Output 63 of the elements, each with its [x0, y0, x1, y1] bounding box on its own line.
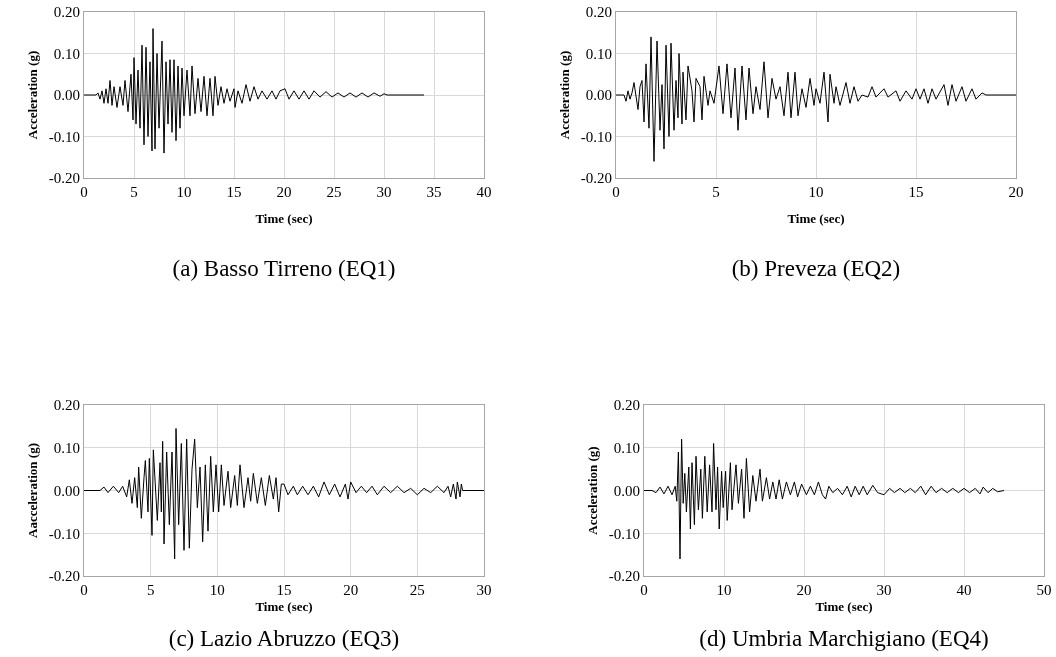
y-tick-label: 0.00	[613, 482, 640, 499]
y-axis-title: Acceleration (g)	[556, 50, 572, 140]
y-tick-label: -0.20	[608, 568, 640, 585]
text: (d) Umbria Marchigiano (EQ4)	[699, 626, 989, 652]
x-axis-title: Time (sec)	[255, 210, 313, 226]
x-axis-title: Time (sec)	[787, 210, 845, 226]
x-tick-label: 0	[80, 582, 88, 598]
x-tick-label: 0	[612, 184, 620, 200]
x-tick-label: 5	[146, 582, 155, 598]
y-tick-label: 0.10	[585, 45, 612, 62]
y-tick-label: 0.00	[53, 87, 80, 104]
line-series	[84, 428, 484, 560]
text: (b) Preveza (EQ2)	[731, 255, 901, 281]
x-tick-label: 30	[476, 582, 492, 598]
x-tick-label: 5	[712, 184, 720, 200]
x-tick-label: 40	[476, 184, 492, 200]
y-tick-label: 0.20	[585, 4, 612, 21]
x-tick-label: 40	[956, 582, 972, 598]
x-tick-label: 25	[409, 582, 425, 598]
x-tick-label: 30	[376, 184, 392, 200]
y-axis-title: Aacceleration (g)	[24, 443, 40, 538]
x-tick-label: 10	[209, 582, 225, 598]
y-tick-label: 0.10	[613, 440, 640, 456]
line-series	[644, 438, 1005, 560]
y-tick-label: -0.10	[608, 525, 640, 542]
y-tick-label: 0.20	[53, 397, 80, 414]
x-tick-label: 20	[1008, 184, 1024, 200]
y-tick-label: -0.10	[48, 525, 80, 542]
x-tick-label: 5	[130, 184, 138, 200]
text: (a) Basso Tirreno (EQ1)	[172, 255, 396, 281]
y-tick-label: -0.10	[580, 128, 612, 145]
x-tick-label: 50	[1036, 582, 1052, 598]
line-series	[616, 36, 1016, 162]
x-tick-label: 15	[226, 184, 242, 200]
y-tick-label: -0.20	[48, 568, 80, 585]
y-tick-label: 0.20	[53, 4, 80, 21]
line-series	[84, 28, 425, 154]
x-axis-title: Time (sec)	[815, 598, 873, 614]
x-tick-label: 35	[426, 184, 442, 200]
x-tick-label: 10	[176, 184, 192, 200]
x-tick-label: 25	[326, 184, 342, 200]
y-tick-label: 0.00	[585, 87, 612, 104]
x-tick-label: 20	[343, 582, 359, 598]
x-tick-label: 0	[640, 582, 648, 598]
x-tick-label: 0	[80, 184, 88, 200]
x-tick-label: 20	[276, 184, 292, 200]
x-tick-label: 15	[276, 582, 292, 598]
x-tick-label: 30	[876, 582, 892, 598]
y-tick-label: 0.20	[613, 397, 640, 414]
y-axis-title: Acceleration (g)	[24, 50, 40, 140]
x-tick-label: 10	[716, 582, 732, 598]
x-axis-title: Time (sec)	[255, 598, 313, 614]
x-tick-label: 10	[808, 184, 824, 200]
x-tick-label: 20	[796, 582, 812, 598]
y-tick-label: 0.10	[53, 440, 80, 456]
text: (c) Lazio Abruzzo (EQ3)	[168, 626, 400, 652]
y-axis-title: Acceleration (g)	[584, 446, 600, 535]
y-tick-label: 0.00	[53, 482, 80, 499]
y-tick-label: -0.10	[48, 128, 80, 145]
y-tick-label: 0.10	[53, 45, 80, 62]
x-tick-label: 15	[908, 184, 924, 200]
y-tick-label: -0.20	[580, 170, 612, 187]
y-tick-label: -0.20	[48, 170, 80, 187]
